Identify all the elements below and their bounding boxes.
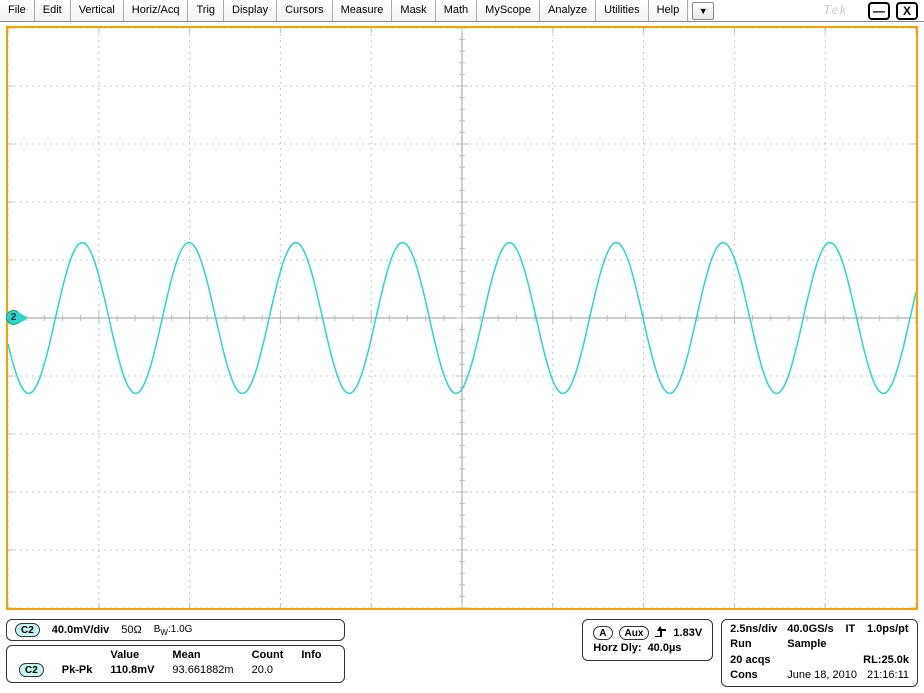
menu-horiz-acq[interactable]: Horiz/Acq bbox=[124, 0, 189, 21]
menu-bar: FileEditVerticalHoriz/AcqTrigDisplayCurs… bbox=[0, 0, 924, 22]
channel-marker[interactable]: 2 bbox=[6, 310, 21, 325]
rising-edge-icon bbox=[655, 627, 667, 639]
meas-info bbox=[297, 662, 335, 678]
close-button[interactable]: X bbox=[896, 2, 918, 20]
meas-mean: 93.661882m bbox=[168, 662, 247, 678]
scope-display[interactable]: 2 bbox=[6, 26, 918, 610]
run-state: Run bbox=[730, 638, 777, 652]
interp-mode: IT bbox=[845, 623, 857, 637]
acq-mode: Sample bbox=[787, 638, 909, 652]
menu-analyze[interactable]: Analyze bbox=[540, 0, 596, 21]
menu-display[interactable]: Display bbox=[224, 0, 277, 21]
meas-value: 110.8mV bbox=[106, 662, 168, 678]
bandwidth-label: BW:1.0G bbox=[154, 624, 193, 637]
channel-settings-panel[interactable]: C2 40.0mV/div 50Ω BW:1.0G bbox=[6, 619, 345, 641]
measurement-row: C2 Pk-Pk 110.8mV 93.661882m 20.0 bbox=[15, 662, 336, 678]
menu-file[interactable]: File bbox=[0, 0, 35, 21]
trigger-level: 1.83V bbox=[673, 627, 702, 639]
menu-measure[interactable]: Measure bbox=[333, 0, 393, 21]
menu-mask[interactable]: Mask bbox=[392, 0, 435, 21]
menu-dropdown-button[interactable]: ▼ bbox=[692, 2, 714, 20]
brand-logo: Tek bbox=[823, 3, 848, 19]
horz-delay-label: Horz Dly: bbox=[593, 642, 641, 654]
menu-trig[interactable]: Trig bbox=[188, 0, 224, 21]
meas-name: Pk-Pk bbox=[58, 662, 107, 678]
status-bar: C2 40.0mV/div 50Ω BW:1.0G Value Mean Cou… bbox=[6, 619, 918, 691]
acq-date: June 18, 2010 bbox=[787, 669, 857, 683]
acq-time: 21:16:11 bbox=[867, 669, 909, 683]
scope-grid-svg bbox=[8, 28, 916, 608]
channel-arrow-icon bbox=[18, 312, 28, 324]
meas-count: 20.0 bbox=[248, 662, 298, 678]
bandwidth-value: 1.0G bbox=[171, 624, 193, 635]
menu-vertical[interactable]: Vertical bbox=[71, 0, 124, 21]
channel-badge: C2 bbox=[15, 623, 40, 637]
window-controls: Tek — X bbox=[823, 0, 924, 21]
menu-math[interactable]: Math bbox=[436, 0, 477, 21]
impedance: 50Ω bbox=[121, 624, 141, 636]
resolution: 1.0ps/pt bbox=[867, 623, 909, 637]
menu-cursors[interactable]: Cursors bbox=[277, 0, 333, 21]
menu-help[interactable]: Help bbox=[649, 0, 689, 21]
minimize-button[interactable]: — bbox=[868, 2, 890, 20]
cons-label: Cons bbox=[730, 669, 777, 683]
acq-count: 20 acqs bbox=[730, 654, 835, 668]
timebase: 2.5ns/div bbox=[730, 623, 777, 637]
menu-utilities[interactable]: Utilities bbox=[596, 0, 648, 21]
measurement-header-row: Value Mean Count Info bbox=[15, 648, 336, 662]
record-length: RL:25.0k bbox=[845, 654, 909, 668]
menu-myscope[interactable]: MyScope bbox=[477, 0, 540, 21]
sample-rate: 40.0GS/s bbox=[787, 623, 835, 637]
trigger-panel[interactable]: A Aux 1.83V Horz Dly: 40.0µs bbox=[582, 619, 713, 661]
trigger-source-badge: Aux bbox=[619, 626, 650, 640]
measurement-panel[interactable]: Value Mean Count Info C2 Pk-Pk 110.8mV 9… bbox=[6, 645, 345, 683]
meas-ch-badge: C2 bbox=[19, 663, 44, 677]
channel-marker-label: 2 bbox=[11, 312, 17, 323]
vertical-scale: 40.0mV/div bbox=[52, 624, 109, 636]
acquisition-panel[interactable]: 2.5ns/div 40.0GS/s IT 1.0ps/pt Run Sampl… bbox=[721, 619, 918, 687]
trigger-mode-badge: A bbox=[593, 626, 612, 640]
horz-delay-value: 40.0µs bbox=[648, 642, 682, 654]
menu-edit[interactable]: Edit bbox=[35, 0, 71, 21]
